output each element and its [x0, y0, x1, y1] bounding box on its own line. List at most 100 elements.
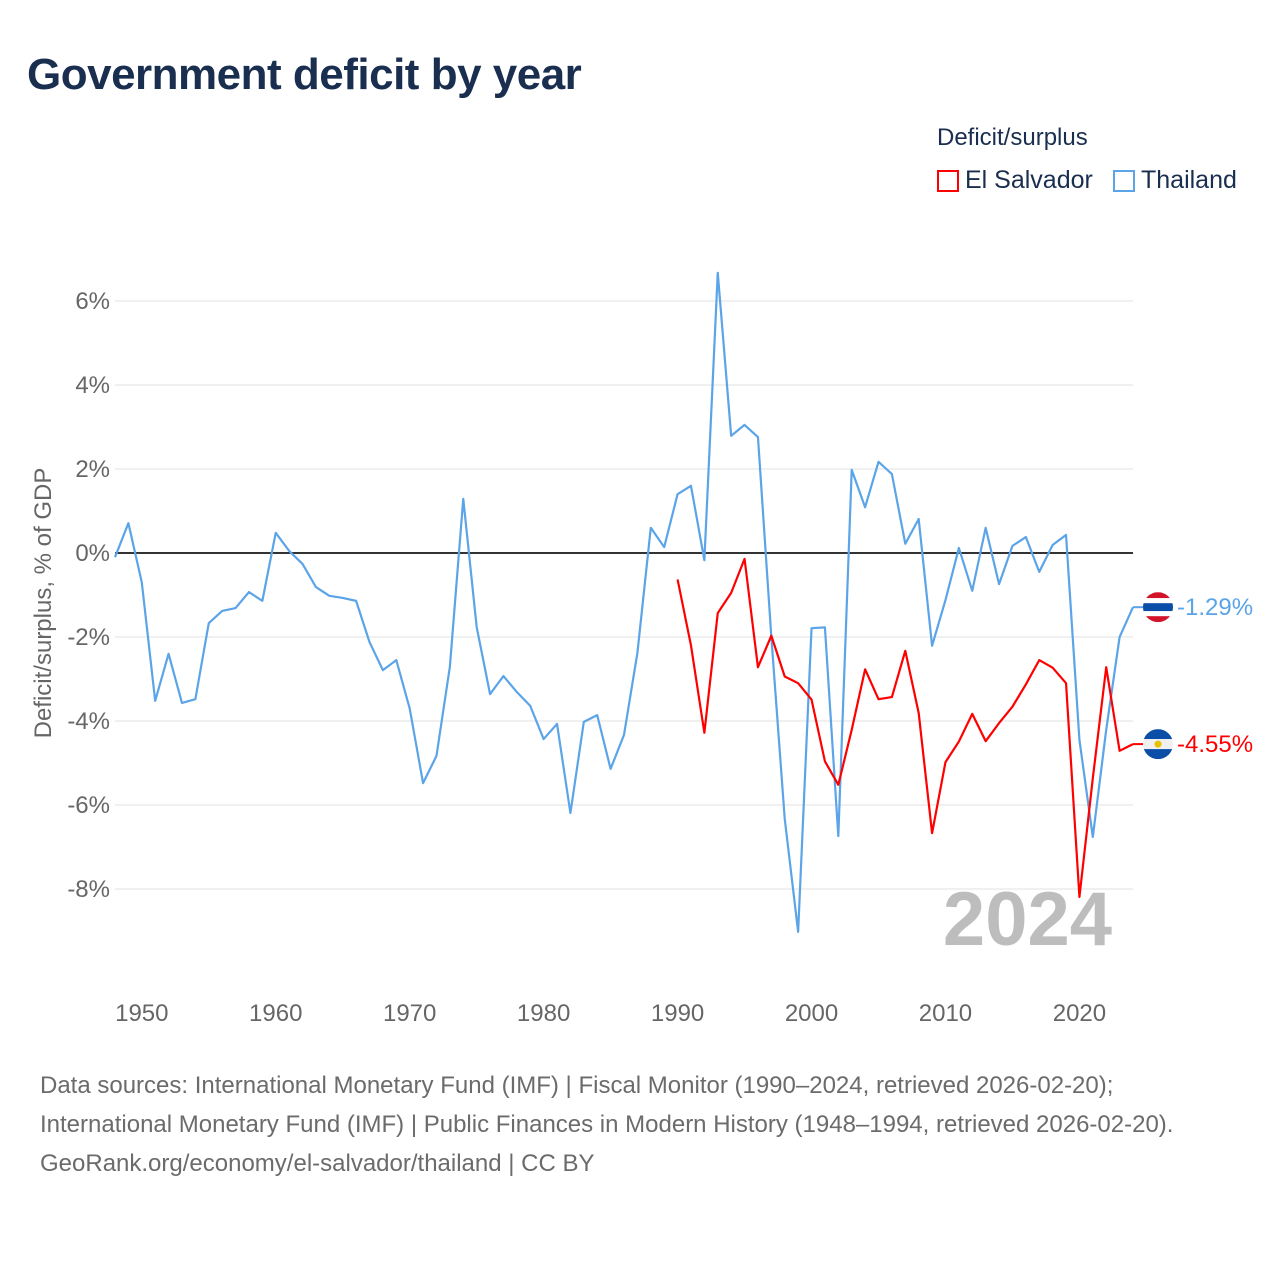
data-point-thailand[interactable]	[942, 597, 948, 603]
data-point-thailand[interactable]	[795, 929, 801, 935]
data-point-thailand[interactable]	[112, 554, 118, 560]
data-point-el-salvador[interactable]	[902, 648, 908, 654]
data-point-thailand[interactable]	[661, 544, 667, 550]
data-point-thailand[interactable]	[889, 471, 895, 477]
data-point-el-salvador[interactable]	[942, 759, 948, 765]
data-point-thailand[interactable]	[956, 545, 962, 551]
data-point-thailand[interactable]	[648, 525, 654, 531]
data-point-el-salvador[interactable]	[1117, 748, 1123, 754]
data-point-thailand[interactable]	[755, 434, 761, 440]
data-point-el-salvador[interactable]	[728, 590, 734, 596]
data-point-thailand[interactable]	[447, 664, 453, 670]
data-point-thailand[interactable]	[139, 579, 145, 585]
data-point-el-salvador[interactable]	[1036, 657, 1042, 663]
data-point-thailand[interactable]	[969, 588, 975, 594]
data-point-thailand[interactable]	[246, 589, 252, 595]
data-point-el-salvador[interactable]	[969, 711, 975, 717]
data-point-el-salvador[interactable]	[835, 782, 841, 788]
data-point-el-salvador[interactable]	[742, 556, 748, 562]
data-point-thailand[interactable]	[514, 689, 520, 695]
data-point-el-salvador[interactable]	[675, 576, 681, 582]
data-point-thailand[interactable]	[420, 780, 426, 786]
data-point-el-salvador[interactable]	[929, 830, 935, 836]
data-point-thailand[interactable]	[407, 705, 413, 711]
data-point-thailand[interactable]	[1009, 543, 1015, 549]
data-point-thailand[interactable]	[259, 598, 265, 604]
data-point-thailand[interactable]	[380, 667, 386, 673]
data-point-el-salvador[interactable]	[1023, 681, 1029, 687]
data-point-thailand[interactable]	[286, 548, 292, 554]
data-point-thailand[interactable]	[340, 595, 346, 601]
data-point-el-salvador[interactable]	[701, 730, 707, 736]
data-point-thailand[interactable]	[782, 816, 788, 822]
data-point-thailand[interactable]	[166, 651, 172, 657]
data-point-thailand[interactable]	[701, 557, 707, 563]
data-point-thailand[interactable]	[835, 833, 841, 839]
data-point-el-salvador[interactable]	[1076, 894, 1082, 900]
data-point-el-salvador[interactable]	[983, 738, 989, 744]
data-point-thailand[interactable]	[500, 673, 506, 679]
data-point-thailand[interactable]	[876, 459, 882, 465]
data-point-el-salvador[interactable]	[768, 633, 774, 639]
data-point-el-salvador[interactable]	[755, 664, 761, 670]
data-point-thailand[interactable]	[300, 561, 306, 567]
data-point-el-salvador[interactable]	[876, 696, 882, 702]
data-point-el-salvador[interactable]	[1063, 680, 1069, 686]
data-point-thailand[interactable]	[393, 657, 399, 663]
data-point-thailand[interactable]	[367, 639, 373, 645]
data-point-thailand[interactable]	[179, 700, 185, 706]
data-point-thailand[interactable]	[849, 467, 855, 473]
data-point-thailand[interactable]	[634, 650, 640, 656]
data-point-thailand[interactable]	[621, 732, 627, 738]
data-point-thailand[interactable]	[688, 483, 694, 489]
data-point-el-salvador[interactable]	[916, 710, 922, 716]
data-point-thailand[interactable]	[567, 810, 573, 816]
data-point-el-salvador[interactable]	[1090, 775, 1096, 781]
data-point-thailand[interactable]	[313, 584, 319, 590]
data-point-thailand[interactable]	[1090, 834, 1096, 840]
data-point-el-salvador[interactable]	[1050, 665, 1056, 671]
data-point-thailand[interactable]	[460, 496, 466, 502]
data-point-thailand[interactable]	[902, 541, 908, 547]
data-point-thailand[interactable]	[1117, 634, 1123, 640]
data-point-thailand[interactable]	[742, 422, 748, 428]
data-point-el-salvador[interactable]	[1009, 704, 1015, 710]
legend-item-el-salvador[interactable]: El Salvador	[937, 166, 1093, 195]
data-point-thailand[interactable]	[862, 504, 868, 510]
data-point-thailand[interactable]	[1063, 532, 1069, 538]
data-point-el-salvador[interactable]	[822, 758, 828, 764]
data-point-thailand[interactable]	[1103, 727, 1109, 733]
data-point-thailand[interactable]	[822, 624, 828, 630]
data-point-thailand[interactable]	[809, 625, 815, 631]
data-point-el-salvador[interactable]	[782, 673, 788, 679]
data-point-thailand[interactable]	[983, 525, 989, 531]
series-line-el-salvador[interactable]	[676, 557, 1134, 899]
data-point-thailand[interactable]	[541, 736, 547, 742]
data-point-thailand[interactable]	[715, 270, 721, 276]
data-point-thailand[interactable]	[125, 520, 131, 526]
data-point-thailand[interactable]	[433, 753, 439, 759]
data-point-thailand[interactable]	[474, 624, 480, 630]
data-point-thailand[interactable]	[233, 605, 239, 611]
data-point-thailand[interactable]	[728, 433, 734, 439]
credit-link[interactable]: GeoRank.org/economy/el-salvador/thailand…	[40, 1150, 595, 1177]
data-point-el-salvador[interactable]	[849, 727, 855, 733]
data-point-thailand[interactable]	[152, 698, 158, 704]
data-point-thailand[interactable]	[273, 530, 279, 536]
data-point-el-salvador[interactable]	[889, 694, 895, 700]
legend-item-thailand[interactable]: Thailand	[1113, 166, 1237, 195]
data-point-el-salvador[interactable]	[809, 697, 815, 703]
data-point-thailand[interactable]	[192, 696, 198, 702]
data-point-thailand[interactable]	[527, 703, 533, 709]
data-point-thailand[interactable]	[594, 712, 600, 718]
data-point-el-salvador[interactable]	[1103, 664, 1109, 670]
data-point-thailand[interactable]	[916, 516, 922, 522]
data-point-thailand[interactable]	[608, 766, 614, 772]
data-point-el-salvador[interactable]	[996, 720, 1002, 726]
data-point-thailand[interactable]	[326, 593, 332, 599]
data-point-el-salvador[interactable]	[956, 739, 962, 745]
data-point-thailand[interactable]	[554, 721, 560, 727]
data-point-thailand[interactable]	[581, 719, 587, 725]
data-point-thailand[interactable]	[1023, 534, 1029, 540]
series-line-thailand[interactable]	[113, 271, 1135, 933]
